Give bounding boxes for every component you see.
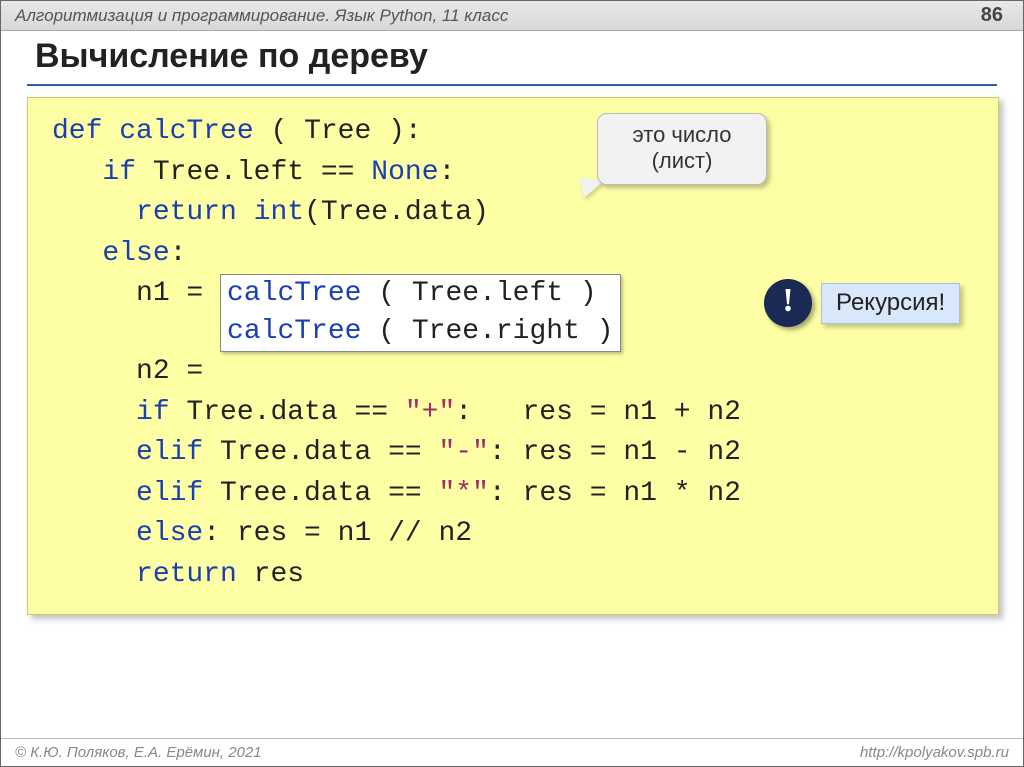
callout-line: (лист) xyxy=(610,148,754,174)
header-title: Алгоритмизация и программирование. Язык … xyxy=(15,6,981,26)
code-line: elif Tree.data == "*": res = n1 * n2 xyxy=(52,474,986,515)
slide: Алгоритмизация и программирование. Язык … xyxy=(0,0,1024,767)
exclamation-icon: ! xyxy=(764,279,812,327)
code-line: n2 = xyxy=(52,352,986,393)
code-line: def calcTree ( Tree ): xyxy=(52,112,986,153)
recursion-callout: Рекурсия! xyxy=(821,283,960,324)
code-line: return res xyxy=(52,555,986,596)
code-block: def calcTree ( Tree ): if Tree.left == N… xyxy=(27,97,999,615)
header-bar: Алгоритмизация и программирование. Язык … xyxy=(1,1,1023,31)
code-line: else: res = n1 // n2 xyxy=(52,514,986,555)
recursion-box: calcTree ( Tree.left ) calcTree ( Tree.r… xyxy=(220,274,620,352)
code-line: if Tree.data == "+": res = n1 + n2 xyxy=(52,393,986,434)
code-line: if Tree.left == None: xyxy=(52,153,986,194)
code-line: else: xyxy=(52,234,986,275)
leaf-callout: это число (лист) xyxy=(597,113,767,185)
code-line: return int(Tree.data) xyxy=(52,193,986,234)
title-underline xyxy=(27,84,997,86)
callout-line: это число xyxy=(610,122,754,148)
code-line: elif Tree.data == "-": res = n1 - n2 xyxy=(52,433,986,474)
footer-left: © К.Ю. Поляков, Е.А. Ерёмин, 2021 xyxy=(15,744,860,761)
footer-right: http://kpolyakov.spb.ru xyxy=(860,744,1009,761)
footer: © К.Ю. Поляков, Е.А. Ерёмин, 2021 http:/… xyxy=(1,738,1023,766)
slide-title: Вычисление по дереву xyxy=(35,37,428,76)
page-number: 86 xyxy=(981,4,1013,27)
